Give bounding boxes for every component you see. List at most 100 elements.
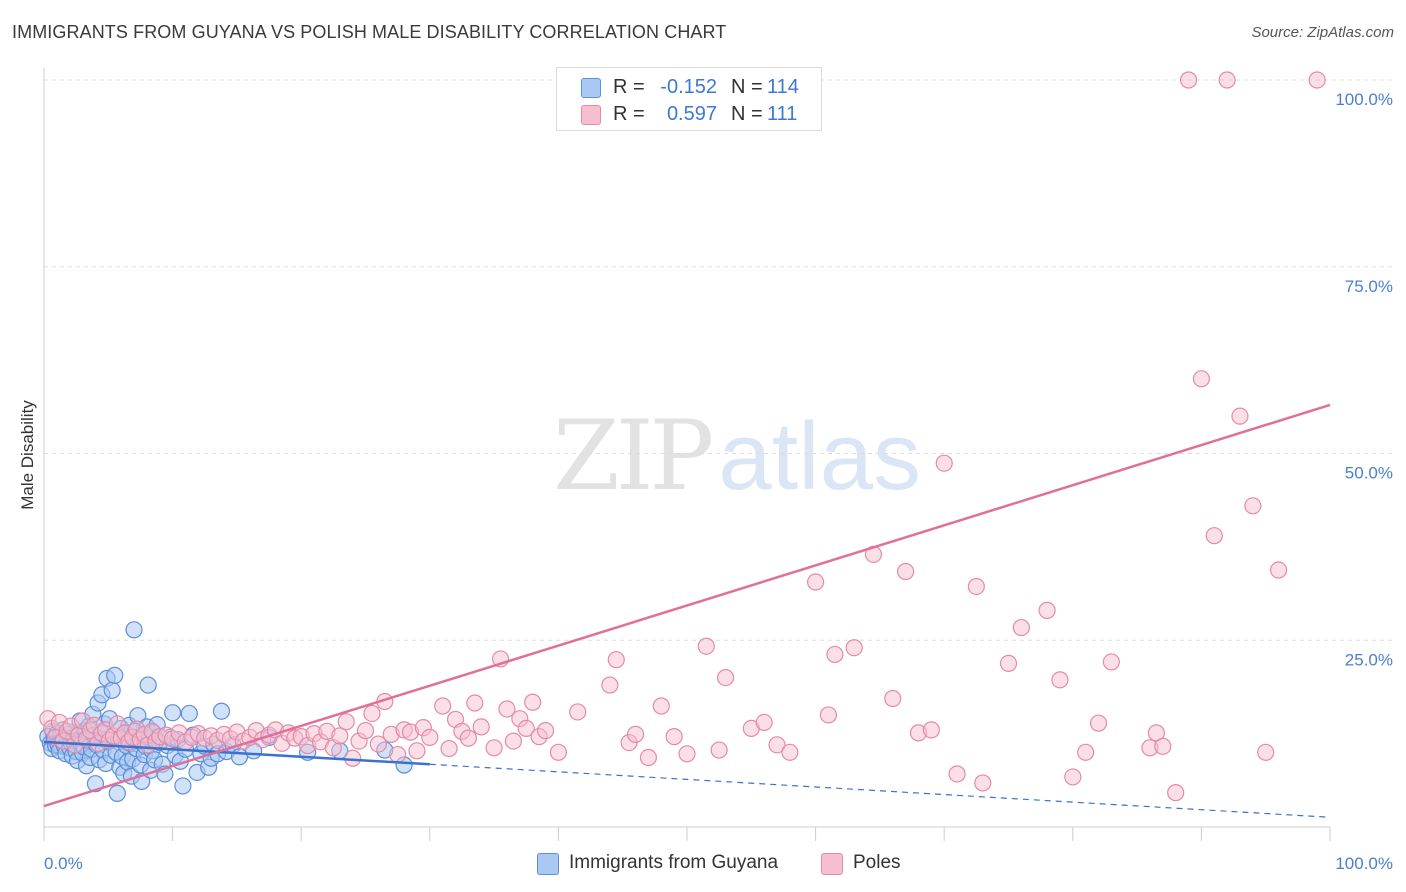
- point-poles: [389, 745, 407, 764]
- point-poles: [363, 704, 381, 723]
- point-poles: [755, 713, 773, 732]
- point-poles: [1167, 784, 1185, 802]
- point-poles: [819, 706, 838, 724]
- point-poles: [678, 745, 696, 763]
- point-poles: [806, 573, 825, 591]
- bottom-legend-label-poles: Poles: [853, 852, 901, 873]
- point-poles: [408, 742, 426, 760]
- point-guyana: [212, 702, 231, 720]
- series-poles-points: [39, 71, 1326, 802]
- point-poles: [967, 577, 985, 596]
- point-poles: [607, 651, 625, 669]
- watermark-zip: ZIP: [553, 400, 714, 512]
- watermark-atlas: atlas: [718, 403, 921, 510]
- point-poles: [1308, 71, 1326, 89]
- legend-n-value: 114: [767, 76, 799, 98]
- point-poles: [710, 741, 728, 759]
- tick-labels: 25.0% 50.0% 75.0% 100.0% 0.0% 100.0%: [44, 90, 1393, 873]
- x-tick-label-max: 100.0%: [1335, 854, 1393, 873]
- point-poles: [639, 748, 658, 767]
- point-poles: [1102, 653, 1120, 671]
- point-poles: [356, 722, 375, 740]
- point-poles: [1064, 768, 1082, 786]
- point-poles: [1012, 618, 1030, 637]
- point-guyana: [180, 704, 198, 723]
- point-poles: [781, 743, 799, 761]
- watermark: ZIPatlas: [553, 400, 921, 512]
- legend-n-value: 111: [767, 103, 798, 125]
- point-poles: [498, 700, 516, 718]
- point-poles: [665, 728, 683, 746]
- legend-r-label: R =: [613, 103, 645, 125]
- legend-swatch-guyana: [581, 78, 601, 98]
- point-poles: [999, 654, 1018, 673]
- point-poles: [626, 725, 645, 743]
- point-poles: [337, 713, 355, 731]
- point-poles: [697, 637, 715, 655]
- point-guyana: [106, 666, 124, 684]
- point-guyana: [164, 704, 182, 722]
- point-poles: [569, 703, 587, 721]
- point-guyana: [108, 784, 126, 802]
- chart-title: IMMIGRANTS FROM GUYANA VS POLISH MALE DI…: [12, 22, 727, 42]
- axes-layer: [43, 68, 1331, 841]
- point-poles: [1269, 561, 1288, 579]
- y-tick-label: 50.0%: [1345, 464, 1393, 483]
- point-poles: [504, 732, 522, 750]
- point-poles: [1089, 714, 1108, 732]
- legend-r-value: -0.152: [660, 76, 717, 98]
- point-poles: [1192, 370, 1211, 388]
- trend-line-guyana: [43, 740, 430, 766]
- correlation-legend: R = -0.152 N = 114 R = 0.597 N = 111: [556, 67, 822, 131]
- point-guyana: [139, 676, 157, 694]
- legend-n-label: N =: [731, 103, 763, 125]
- point-poles: [1077, 743, 1095, 761]
- point-poles: [652, 697, 670, 715]
- point-poles: [440, 739, 458, 758]
- point-poles: [1154, 737, 1172, 755]
- point-poles: [716, 668, 735, 687]
- point-poles: [1244, 497, 1262, 515]
- bottom-legend-swatch-poles: [821, 853, 843, 875]
- legend-n-label: N =: [731, 76, 763, 98]
- point-poles: [948, 765, 966, 783]
- y-tick-label: 100.0%: [1335, 90, 1393, 109]
- point-poles: [549, 743, 568, 761]
- point-poles: [935, 454, 953, 472]
- bottom-legend-label-guyana: Immigrants from Guyana: [569, 852, 779, 873]
- point-poles: [434, 697, 452, 715]
- point-poles: [1257, 743, 1275, 761]
- point-poles: [369, 735, 387, 753]
- grid-layer: [44, 79, 1392, 641]
- point-poles: [1179, 71, 1198, 89]
- x-tick-label-min: 0.0%: [44, 854, 83, 873]
- point-poles: [466, 694, 484, 712]
- point-poles: [922, 721, 940, 739]
- point-poles: [826, 645, 844, 664]
- point-poles: [524, 693, 542, 711]
- trend-line-poles: [43, 403, 1331, 808]
- point-guyana: [125, 621, 143, 639]
- legend-r-value: 0.597: [666, 103, 717, 125]
- y-tick-label: 75.0%: [1345, 277, 1393, 296]
- legend-r-label: R =: [613, 76, 645, 98]
- point-poles: [1205, 527, 1223, 545]
- series-guyana-points: [39, 621, 413, 802]
- trend-lines: [43, 403, 1331, 818]
- legend-swatch-poles: [581, 105, 601, 125]
- point-poles: [536, 722, 555, 740]
- point-poles: [1218, 71, 1236, 89]
- point-guyana: [174, 777, 192, 795]
- point-poles: [1231, 407, 1249, 425]
- y-tick-label: 25.0%: [1345, 650, 1393, 669]
- point-guyana: [103, 681, 121, 699]
- trend-line-guyana-extrapolated: [429, 763, 1331, 818]
- point-poles: [1051, 671, 1069, 689]
- point-poles: [1038, 601, 1056, 619]
- point-poles: [768, 736, 786, 754]
- point-poles: [974, 774, 992, 792]
- point-poles: [897, 562, 915, 581]
- point-poles: [845, 639, 863, 657]
- source-label: Source: ZipAtlas.com: [1251, 24, 1394, 41]
